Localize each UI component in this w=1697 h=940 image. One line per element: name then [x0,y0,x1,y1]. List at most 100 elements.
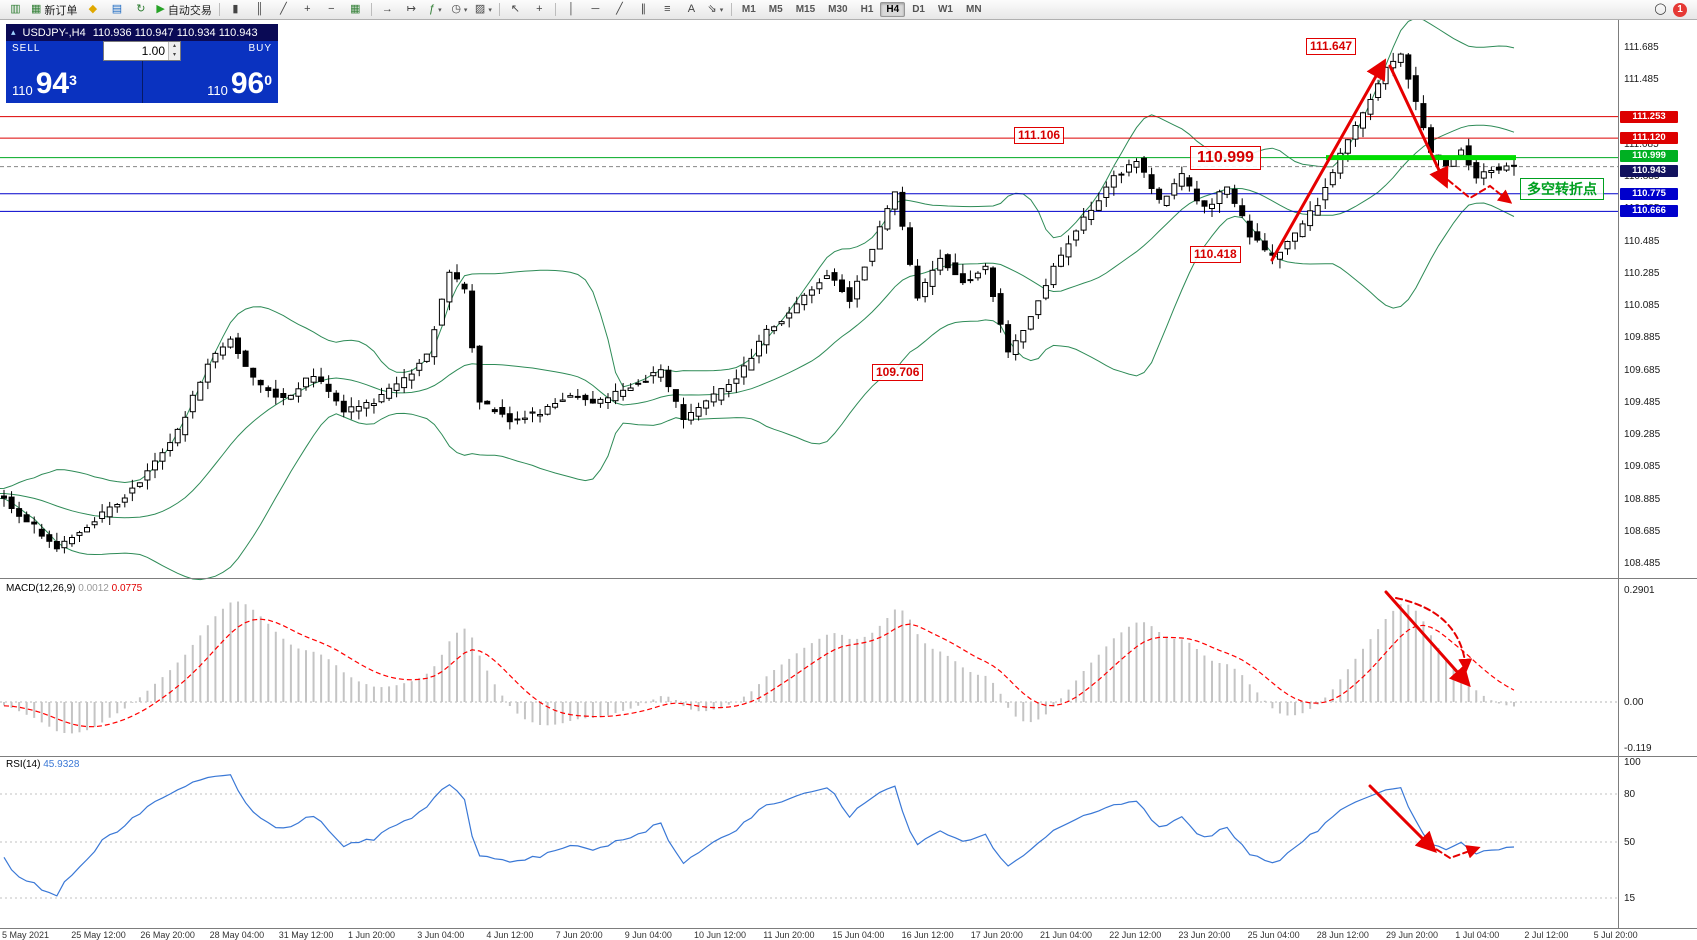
tile-windows-button[interactable]: ▦ [344,0,367,19]
time-axis-label: 16 Jun 12:00 [901,930,954,940]
fibonacci-button[interactable]: ≡ [656,0,679,19]
notification-badge[interactable]: 1 [1673,2,1687,17]
rsi-pane-separator[interactable] [0,756,1697,757]
timeframe-h1-button[interactable]: H1 [860,4,874,15]
volume-up-button[interactable]: ▴ [169,42,180,51]
main-toolbar: ▥ ▦ 新订单 ◆ ▤ ↻ ▶ 自动交易 ▮ ║ ╱ + − ▦ → ↦ ƒ ▾ ◷ ▾ ▨ ▾ ↖ + │ ─ ╱ ∥ ≡ A ⇘ ▾ M1 M… [0,0,1697,20]
macd-pane-separator[interactable] [0,578,1697,579]
rsi-down-arrow [1368,784,1437,853]
volume-down-button[interactable]: ▾ [169,51,180,60]
text-tool-icon: A [687,3,696,15]
timeframe-m5-button[interactable]: M5 [768,4,783,15]
text-tool-button[interactable]: A [680,0,703,19]
time-axis-label: 31 May 12:00 [278,930,334,940]
templates-button[interactable]: ▨ ▾ [472,0,495,19]
time-axis-label: 25 May 12:00 [71,930,126,940]
cursor-button[interactable]: ↖ [504,0,527,19]
rsi-pane [0,774,1618,899]
search-button[interactable]: ◯ [1649,0,1672,19]
crosshair-icon: + [536,3,543,15]
timeframe-m1-button[interactable]: M1 [741,4,756,15]
indicators-dropdown-icon[interactable]: ▾ [438,6,442,14]
horizontal-level-lines [0,116,1618,212]
search-icon: ◯ [1654,3,1667,15]
auto-scroll-icon: → [381,3,393,15]
channel-button[interactable]: ∥ [632,0,655,19]
zoom-out-icon: − [328,3,335,15]
timeframe-m15-button[interactable]: M15 [795,4,816,15]
autotrade-label: 自动交易 [167,4,212,17]
time-axis-label: 25 Jun 04:00 [1247,930,1300,940]
new-order-button[interactable]: ▦ 新订单 [28,0,80,19]
vertical-line-button[interactable]: │ [560,0,583,19]
horizontal-line-button[interactable]: ─ [584,0,607,19]
price-axis-label: 109.685 [1624,364,1661,376]
macd-value-signal: 0.0775 [111,583,143,594]
chart-candles-button[interactable]: ▮ [224,0,247,19]
rsi-value: 45.9328 [43,759,80,770]
crosshair-button[interactable]: + [528,0,551,19]
timeframe-w1-button[interactable]: W1 [937,4,953,15]
chart-info-line: ▴ USDJPY-,H4 110.936 110.947 110.934 110… [6,24,278,41]
time-axis-label: 1 Jun 20:00 [348,930,396,940]
volume-spinner: ▴ ▾ [168,42,180,60]
time-axis-label: 21 Jun 04:00 [1040,930,1093,940]
timeframe-d1-button[interactable]: D1 [912,4,925,15]
periods-dropdown-icon[interactable]: ▾ [463,6,468,14]
one-click-trading-panel: ▴ USDJPY-,H4 110.936 110.947 110.934 110… [6,24,278,103]
timeframe-h4-button[interactable]: H4 [880,2,906,17]
market-watch-button[interactable]: ▤ [105,0,128,19]
templates-icon: ▨ [474,3,486,15]
chart-candles-icon: ▮ [232,3,239,15]
volume-box: ▴ ▾ [103,41,181,61]
rsi-name: RSI(14) [6,759,41,770]
arrows-tool-dropdown-icon[interactable]: ▾ [719,6,724,14]
price-axis-label: 109.085 [1624,461,1661,473]
timeframe-mn-button[interactable]: MN [965,4,982,15]
rsi-axis-label: 80 [1624,789,1636,800]
timeframe-m30-button[interactable]: M30 [828,4,848,15]
drop-down-arrow [1388,64,1449,189]
time-axis[interactable]: 5 May 2021 25 May 12:00 26 May 20:00 28 May… [0,928,1697,940]
chart-shift-icon: ↦ [406,3,416,15]
trendline-button[interactable]: ╱ [608,0,631,19]
trendline-icon: ╱ [616,3,623,15]
chart-canvas[interactable] [0,20,1618,928]
price-tag-111.120: 111.120 [1620,132,1678,145]
vertical-line-icon: │ [567,3,575,15]
macd-dashed-curve [1395,597,1473,673]
price-axis[interactable]: 111.685111.485111.085110.885110.685110.4… [1618,20,1697,928]
macd-axis-label: 0.00 [1624,697,1644,708]
trade-buttons-row: SELL 110 94 3 BUY 110 96 0 ▴ ▾ [6,41,278,103]
indicators-button[interactable]: ƒ ▾ [424,0,447,19]
time-axis-label: 23 Jun 20:00 [1178,930,1231,940]
volume-input[interactable] [104,42,168,60]
sell-price-small: 110 [12,83,33,98]
rsi-line [3,774,1515,897]
zoom-in-button[interactable]: + [296,0,319,19]
auto-scroll-button[interactable]: → [376,0,399,19]
sell-label: SELL [12,43,41,54]
autotrade-button[interactable]: ▶ 自动交易 [153,0,214,19]
rally-up-arrow [1270,58,1387,262]
cursor-icon: ↖ [510,3,520,15]
resistance-thick-line[interactable] [1326,155,1516,161]
chart-line-button[interactable]: ╱ [272,0,295,19]
zoom-out-button[interactable]: − [320,0,343,19]
quick-trade-button[interactable]: ◆ [81,0,104,19]
price-axis-label: 110.085 [1624,300,1660,311]
chart-shift-button[interactable]: ↦ [400,0,423,19]
toolbar-separator [498,3,500,16]
quick-trade-icon: ◆ [88,3,98,15]
new-chart-button[interactable]: ▥ [4,0,27,19]
price-axis-label: 111.485 [1624,74,1659,86]
arrows-tool-button[interactable]: ⇘ ▾ [704,0,727,19]
time-axis-label: 9 Jun 04:00 [624,930,672,940]
time-axis-label: 1 Jul 04:00 [1455,930,1500,940]
chart-bars-button[interactable]: ║ [248,0,271,19]
navigator-button[interactable]: ↻ [129,0,152,19]
price-axis-label: 108.485 [1624,558,1661,569]
templates-dropdown-icon[interactable]: ▾ [488,6,492,14]
periods-button[interactable]: ◷ ▾ [448,0,471,19]
